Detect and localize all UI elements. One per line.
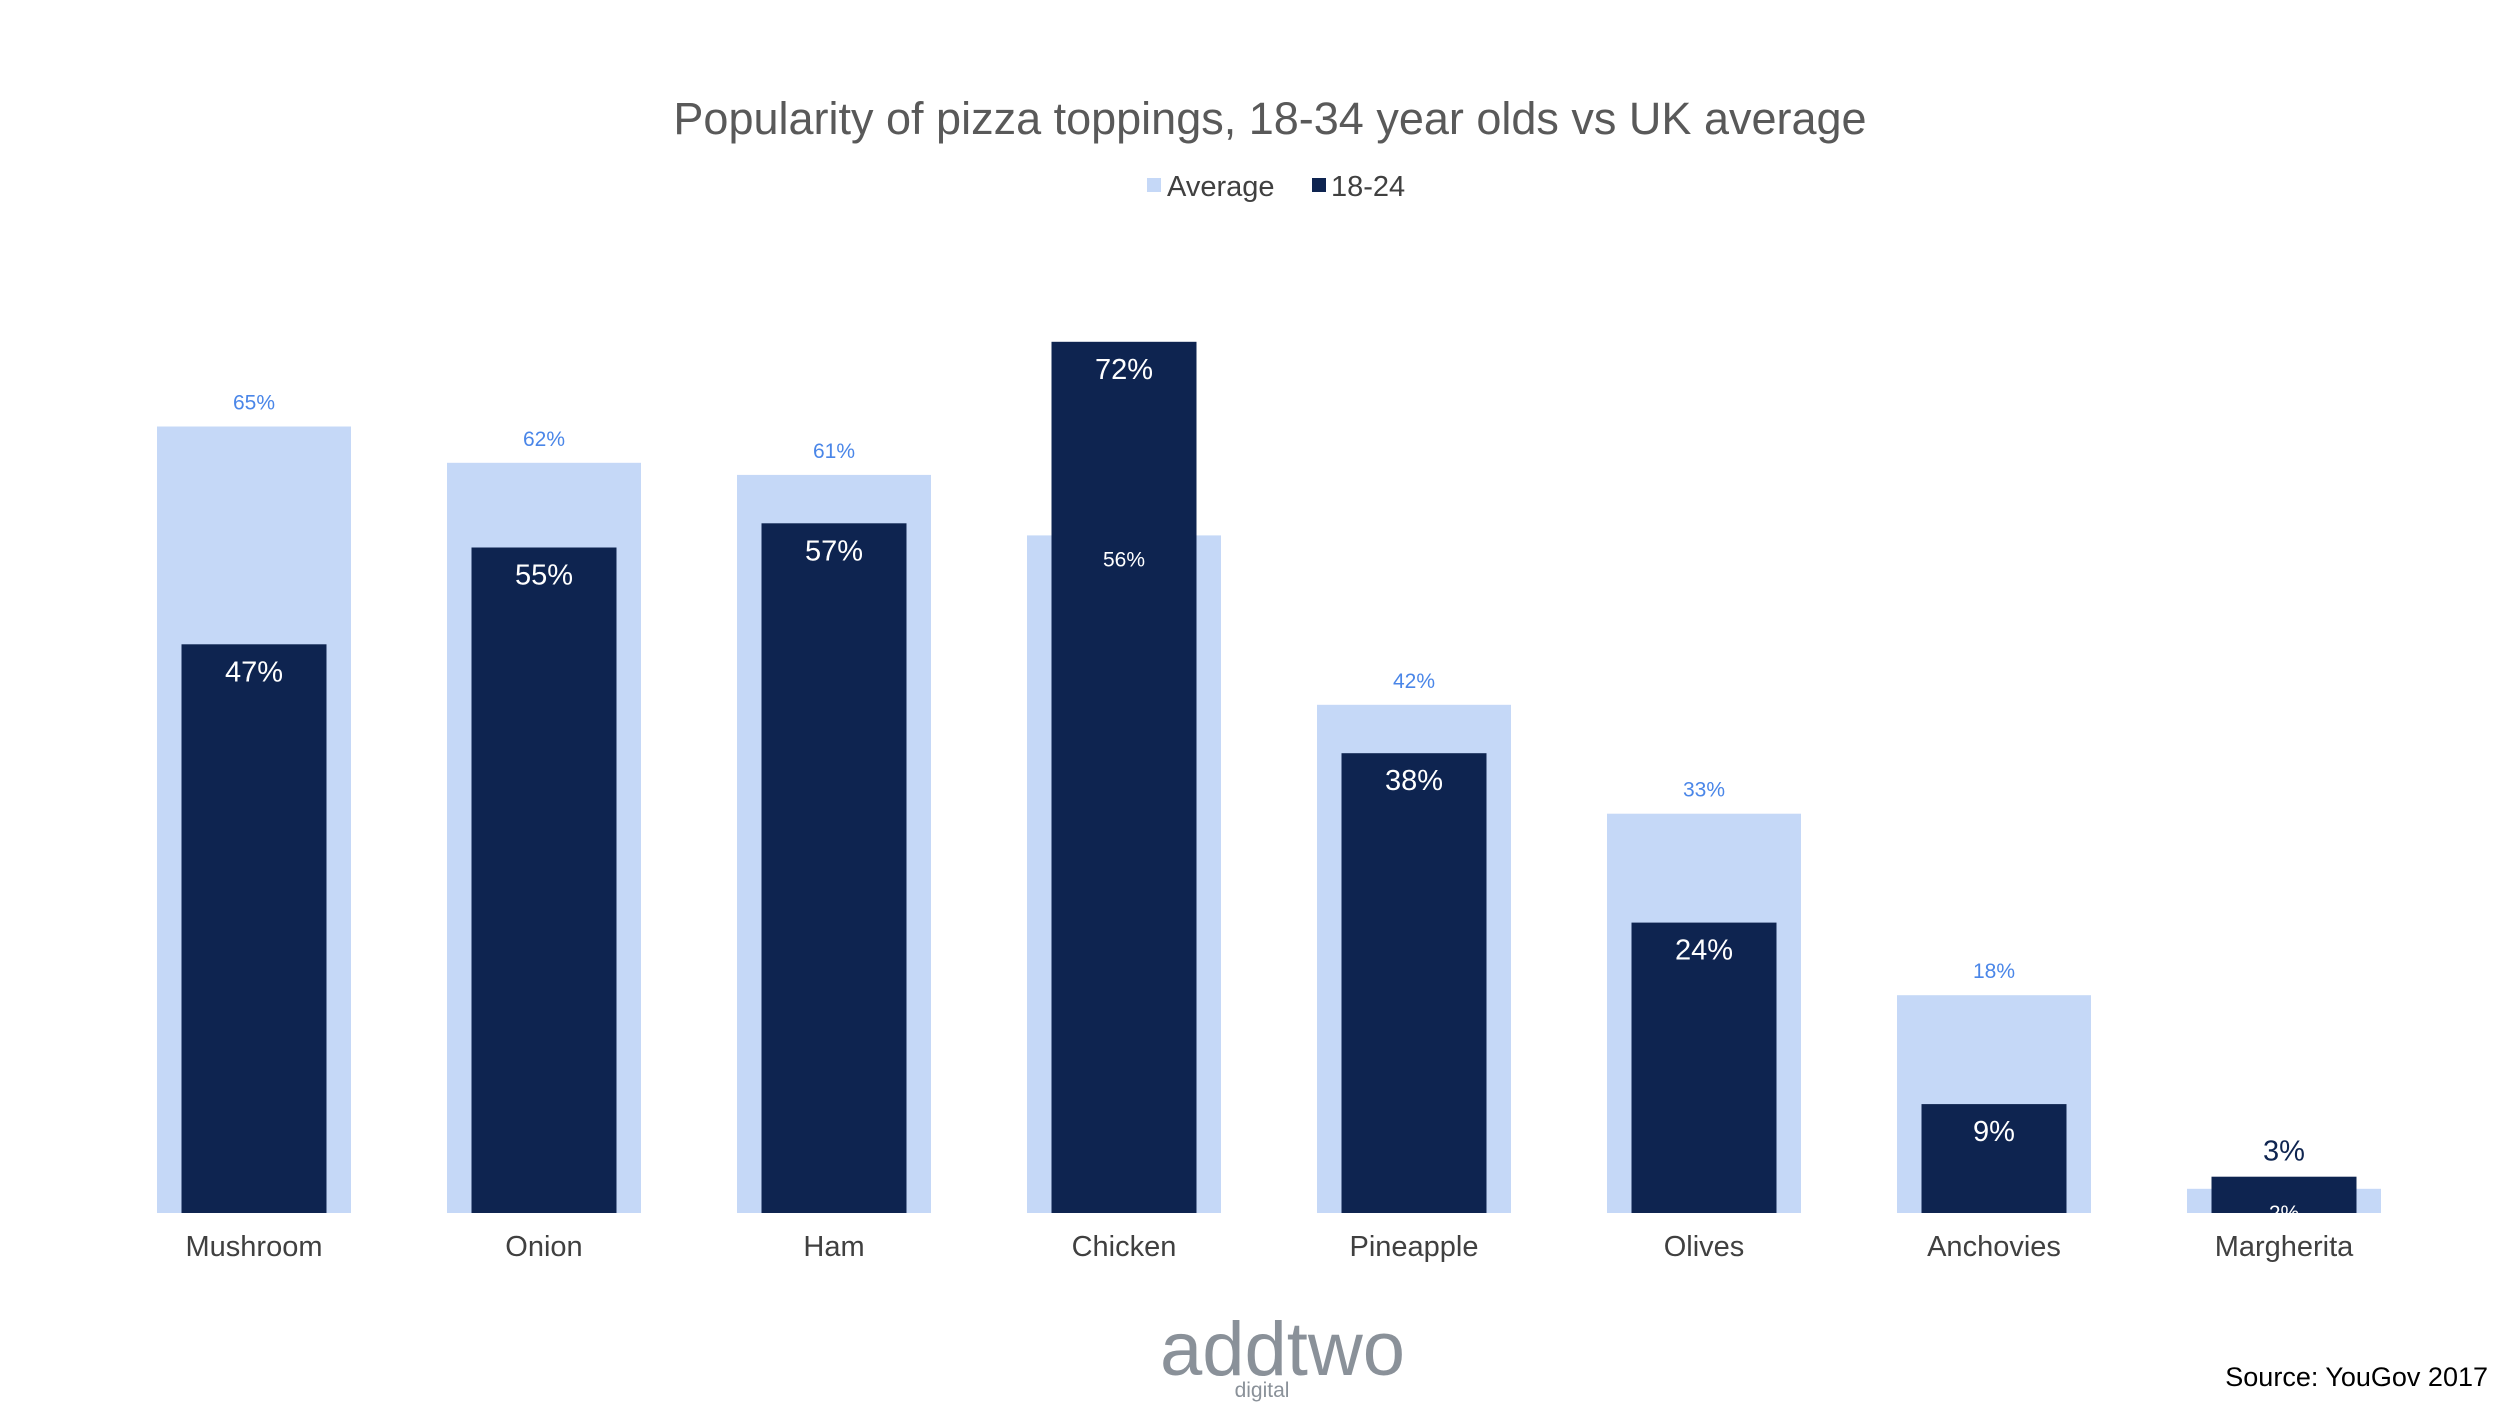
- data-label-18-24-margherita: 3%: [2263, 1136, 2305, 1168]
- data-label-18-24-mushroom: 47%: [225, 656, 283, 688]
- bar-18-24-pineapple: [1341, 753, 1487, 1213]
- bar-18-24-margherita: [2211, 1176, 2357, 1213]
- category-label-chicken: Chicken: [1072, 1231, 1177, 1263]
- category-label-anchovies: Anchovies: [1927, 1231, 2061, 1263]
- data-label-average-chicken: 56%: [1103, 548, 1145, 571]
- data-labels: 65% 47% 62% 55% 61% 57% 56% 72% 42% 38% 33% 24% 18% 9…: [225, 354, 2305, 1225]
- data-label-18-24-anchovies: 9%: [1973, 1116, 2015, 1148]
- data-label-18-24-ham: 57%: [805, 535, 863, 567]
- logo-subtitle: digital: [1235, 1379, 1290, 1402]
- bar-18-24-onion: [471, 547, 617, 1213]
- bar-18-24-mushroom: [181, 644, 327, 1213]
- legend-swatch-average: [1147, 178, 1161, 192]
- category-label-mushroom: Mushroom: [186, 1231, 323, 1263]
- category-label-olives: Olives: [1664, 1231, 1745, 1263]
- category-label-ham: Ham: [803, 1231, 864, 1263]
- logo-wordmark: addtwo: [1160, 1307, 1405, 1392]
- category-label-margherita: Margherita: [2215, 1231, 2354, 1263]
- data-label-average-olives: 33%: [1683, 779, 1725, 802]
- bar-18-24-olives: [1631, 922, 1777, 1213]
- data-label-average-onion: 62%: [523, 428, 565, 451]
- category-label-onion: Onion: [505, 1231, 582, 1263]
- chart-title: Popularity of pizza toppings, 18-34 year…: [673, 93, 1866, 144]
- bar-18-24-anchovies: [1921, 1104, 2067, 1213]
- 18-24-bars: [181, 341, 2357, 1213]
- data-label-18-24-olives: 24%: [1675, 935, 1733, 967]
- bar-18-24-ham: [761, 523, 907, 1213]
- data-label-average-anchovies: 18%: [1973, 960, 2015, 983]
- legend: Average 18-24: [1147, 171, 1405, 203]
- data-label-average-pineapple: 42%: [1393, 670, 1435, 693]
- data-label-average-ham: 61%: [813, 440, 855, 463]
- data-label-18-24-pineapple: 38%: [1385, 765, 1443, 797]
- source-note: Source: YouGov 2017: [2225, 1362, 2488, 1392]
- legend-label-18-24: 18-24: [1331, 171, 1405, 203]
- category-label-pineapple: Pineapple: [1350, 1231, 1479, 1263]
- data-label-18-24-chicken: 72%: [1095, 354, 1153, 386]
- data-label-average-margherita: 2%: [2269, 1202, 2299, 1225]
- addtwo-logo: addtwo digital: [1160, 1307, 1405, 1402]
- legend-label-average: Average: [1167, 171, 1275, 203]
- bar-18-24-chicken: [1051, 341, 1197, 1213]
- legend-swatch-18-24: [1312, 178, 1326, 192]
- data-label-18-24-onion: 55%: [515, 560, 573, 592]
- data-label-average-mushroom: 65%: [233, 392, 275, 415]
- category-labels: Mushroom Onion Ham Chicken Pineapple Olives An…: [186, 1231, 2355, 1263]
